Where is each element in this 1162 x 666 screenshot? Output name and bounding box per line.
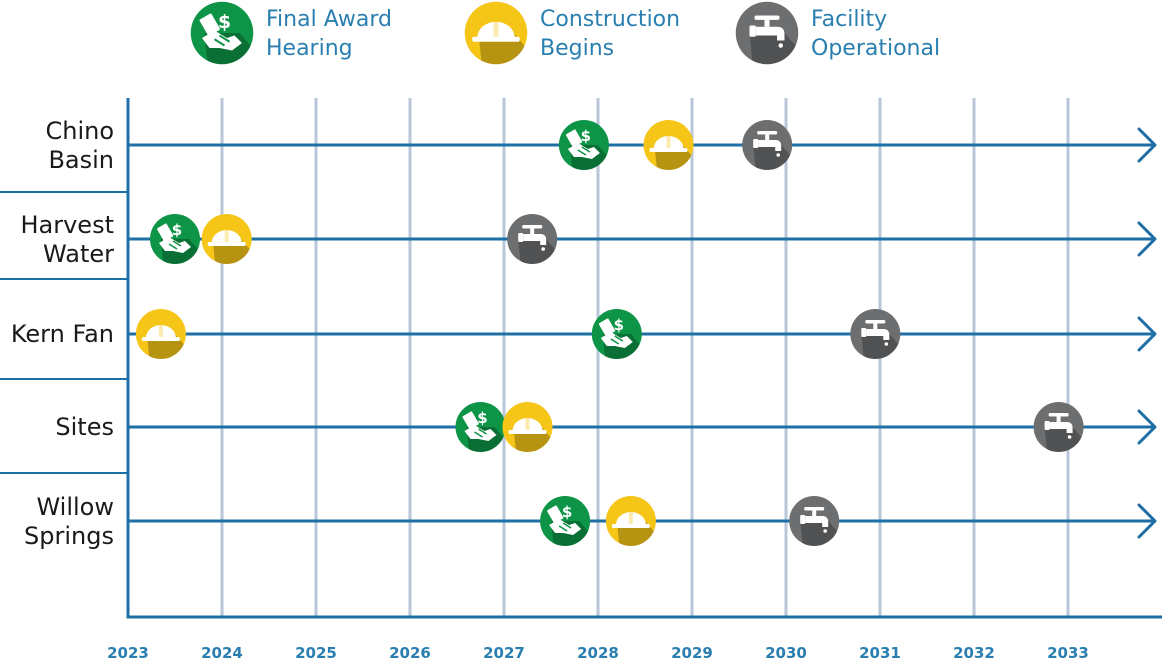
money-handshake-icon: $ xyxy=(190,1,254,65)
tick-label-2028: 2028 xyxy=(577,644,619,662)
svg-text:$: $ xyxy=(562,503,572,521)
timeline-arrow xyxy=(1137,127,1157,163)
year-gridlines xyxy=(220,98,1070,617)
tick-label-2025: 2025 xyxy=(295,644,337,662)
water-faucet-icon xyxy=(1033,402,1084,452)
legend-item-operational: Facility Operational xyxy=(735,1,940,65)
row-label-line1: Chino xyxy=(45,117,114,145)
hard-hat-icon xyxy=(135,309,186,359)
legend-label-line2: Begins xyxy=(540,36,614,61)
hard-hat-icon xyxy=(464,1,528,65)
hard-hat-icon xyxy=(201,214,252,264)
timeline-arrow xyxy=(1137,503,1157,539)
tick-label-2029: 2029 xyxy=(671,644,713,662)
row-label-line2: Springs xyxy=(24,522,114,550)
legend-label-line1: Construction xyxy=(540,7,680,32)
water-faucet-icon xyxy=(850,309,901,359)
water-faucet-icon xyxy=(742,120,793,170)
row-label-line2: Water xyxy=(43,240,114,268)
row-label: Sites xyxy=(55,413,114,441)
money-handshake-icon: $ xyxy=(150,214,200,264)
axes xyxy=(0,98,1162,619)
milestone-markers: $ $ $ $ $ xyxy=(135,120,1084,546)
row-label-line1: Kern Fan xyxy=(11,320,114,348)
hard-hat-icon xyxy=(502,402,553,452)
legend-label-line2: Hearing xyxy=(266,36,353,61)
timeline-arrow xyxy=(1137,221,1157,257)
legend-label-line1: Final Award xyxy=(266,7,392,32)
tick-label-2032: 2032 xyxy=(953,644,995,662)
water-faucet-icon xyxy=(789,496,840,546)
tick-label-2031: 2031 xyxy=(859,644,901,662)
water-faucet-icon xyxy=(507,214,558,264)
water-faucet-icon xyxy=(735,1,799,65)
money-handshake-icon: $ xyxy=(540,496,591,546)
svg-text:$: $ xyxy=(477,409,487,427)
money-handshake-icon: $ xyxy=(455,402,506,452)
year-tick-labels: 2023 2024 2025 2026 2027 2028 2029 2030 2031 2032… xyxy=(107,644,1089,662)
row-label-line1: Willow xyxy=(36,493,114,521)
svg-text:$: $ xyxy=(172,221,182,239)
timeline-arrow xyxy=(1137,316,1157,352)
hard-hat-icon xyxy=(643,120,694,170)
legend-label-line2: Operational xyxy=(811,36,940,61)
money-handshake-icon: $ xyxy=(591,309,642,359)
hard-hat-icon xyxy=(605,496,656,546)
svg-text:$: $ xyxy=(614,316,624,334)
svg-text:$: $ xyxy=(581,127,591,145)
svg-text:$: $ xyxy=(218,12,231,33)
tick-label-2023: 2023 xyxy=(107,644,149,662)
row-label-line1: Sites xyxy=(55,413,114,441)
tick-label-2030: 2030 xyxy=(765,644,807,662)
row-label-line2: Basin xyxy=(48,146,114,174)
legend-item-construction: Construction Begins xyxy=(464,1,680,65)
legend-label-line1: Facility xyxy=(811,7,887,32)
tick-label-2033: 2033 xyxy=(1047,644,1089,662)
row-label-line1: Harvest xyxy=(20,211,114,239)
row-label: Kern Fan xyxy=(11,320,114,348)
legend-item-award: $ Final Award Hearing xyxy=(190,1,392,65)
timeline-arrow xyxy=(1137,409,1157,445)
tick-label-2024: 2024 xyxy=(201,644,243,662)
money-handshake-icon: $ xyxy=(558,120,609,170)
tick-label-2027: 2027 xyxy=(483,644,525,662)
legend: $ Final Award Hearing Construction Begins Fac… xyxy=(190,1,940,65)
tick-label-2026: 2026 xyxy=(389,644,431,662)
